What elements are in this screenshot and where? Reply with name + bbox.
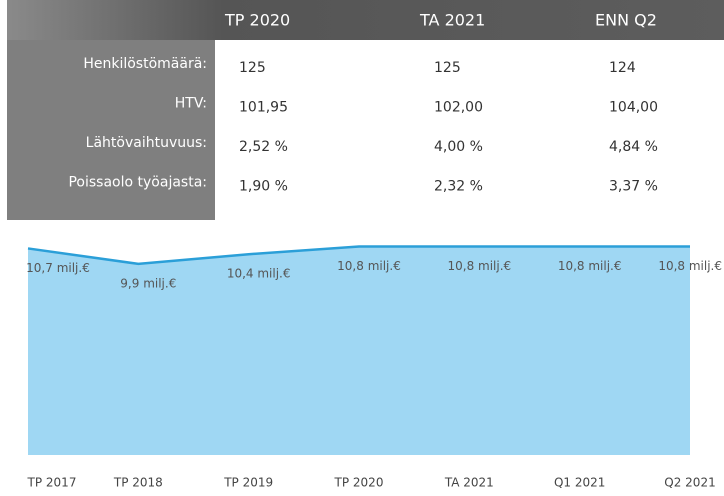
cell: 101,95: [239, 100, 288, 116]
data-label: 10,8 milj.€: [337, 259, 401, 273]
x-tick-label: Q1 2021: [554, 476, 605, 490]
data-label: 10,8 milj.€: [558, 259, 622, 273]
row-label: HTV:: [175, 96, 207, 112]
data-label: 10,8 milj.€: [447, 259, 511, 273]
area: [28, 246, 690, 455]
column-header: ENN Q2: [595, 11, 657, 30]
x-tick-label: TP 2018: [113, 476, 163, 490]
row-label: Henkilöstömäärä:: [83, 56, 207, 72]
x-tick-label: TA 2021: [444, 476, 494, 490]
cell: 1,90 %: [239, 179, 288, 195]
x-tick-label: Q2 2021: [664, 476, 715, 490]
data-label: 10,7 milj.€: [26, 261, 90, 275]
cell: 124: [609, 60, 636, 76]
data-label: 10,8 milj.€: [658, 259, 722, 273]
x-tick-label: TP 2019: [223, 476, 273, 490]
table-header: [7, 0, 724, 40]
x-tick-label: TP 2017: [27, 476, 77, 490]
label-column: [7, 40, 215, 220]
data-label: 10,4 milj.€: [227, 267, 291, 281]
cell: 125: [434, 60, 461, 76]
cell: 4,84 %: [609, 139, 658, 155]
column-header: TA 2021: [419, 11, 485, 30]
cell: 4,00 %: [434, 139, 483, 155]
cell: 104,00: [609, 100, 658, 116]
cell: 2,52 %: [239, 139, 288, 155]
cell: 3,37 %: [609, 179, 658, 195]
data-label: 9,9 milj.€: [120, 276, 176, 290]
x-tick-label: TP 2020: [334, 476, 384, 490]
row-label: Lähtövaihtuvuus:: [86, 135, 207, 151]
cell: 102,00: [434, 100, 483, 116]
cell: 2,32 %: [434, 179, 483, 195]
column-header: TP 2020: [224, 11, 290, 30]
row-label: Poissaolo työajasta:: [68, 175, 207, 191]
area-line: [27, 245, 690, 266]
cell: 125: [239, 60, 266, 76]
